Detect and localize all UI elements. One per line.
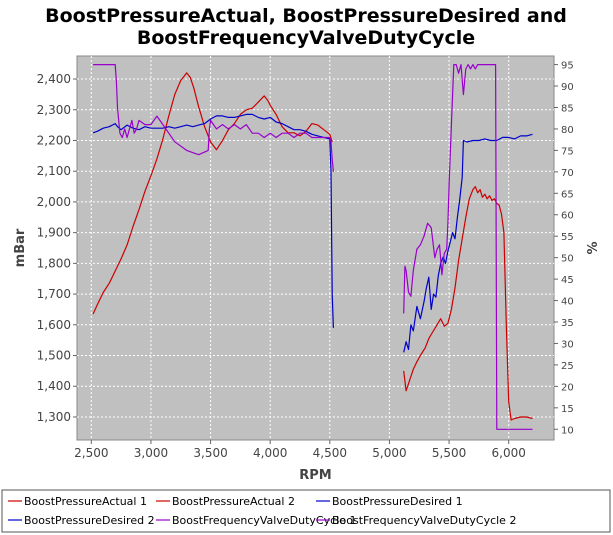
x-tick-label: 5,500 [432, 446, 466, 460]
y2-tick-label: 25 [561, 361, 574, 372]
y2-tick-label: 40 [561, 297, 574, 308]
x-tick-label: 2,500 [74, 446, 108, 460]
legend-items: BoostPressureActual 1 BoostPressureActual… [8, 495, 516, 527]
x-tick-label: 4,500 [313, 446, 347, 460]
legend-label: BoostFrequencyValveDutyCycle 2 [332, 514, 516, 527]
y-tick-label: 1,700 [37, 287, 71, 301]
y2-axis-label: % [586, 241, 601, 254]
plot-area [76, 55, 555, 441]
y-tick-label: 2,400 [37, 72, 71, 86]
y2-tick-label: 65 [561, 189, 574, 200]
y-tick-label: 1,300 [37, 410, 71, 424]
legend-label: BoostPressureActual 2 [172, 495, 295, 508]
chart-title-line-2: BoostFrequencyValveDutyCycle [137, 27, 475, 49]
series-line [92, 72, 333, 315]
y-tick-label: 2,000 [37, 195, 71, 209]
legend-label: BoostPressureDesired 2 [24, 514, 155, 527]
axes: 2,500 3,000 3,500 4,000 4,500 5,000 5,500 6,000… [37, 61, 574, 460]
x-tick-label: 5,000 [372, 446, 406, 460]
y-tick-label: 1,500 [37, 349, 71, 363]
series-lines [92, 63, 533, 430]
y2-tick-label: 10 [561, 425, 574, 436]
y2-tick-label: 20 [561, 382, 574, 393]
x-tick-label: 6,000 [492, 446, 526, 460]
y2-tick-label: 75 [561, 146, 574, 157]
y2-tick-label: 50 [561, 254, 574, 265]
x-axis-label: RPM [299, 468, 331, 483]
y-tick-label: 2,200 [37, 133, 71, 147]
x-tick-label: 3,500 [193, 446, 227, 460]
y-tick-label: 1,600 [37, 318, 71, 332]
x-tick-label: 3,000 [134, 446, 168, 460]
y2-tick-label: 45 [561, 275, 574, 286]
y-tick-label: 1,900 [37, 226, 71, 240]
y2-tick-label: 35 [561, 318, 574, 329]
legend-label: BoostPressureActual 1 [24, 495, 147, 508]
y2-tick-label: 70 [561, 168, 574, 179]
y2-tick-label: 85 [561, 103, 574, 114]
y2-tick-label: 30 [561, 339, 574, 350]
y-axis-label: mBar [13, 228, 28, 267]
y2-tick-label: 90 [561, 82, 574, 93]
y-tick-label: 1,800 [37, 256, 71, 270]
legend-label: BoostFrequencyValveDutyCycle 1 [172, 514, 356, 527]
series-line [403, 186, 533, 421]
y2-tick-label: 95 [561, 61, 574, 72]
legend [1, 489, 611, 533]
y-tick-label: 2,300 [37, 103, 71, 117]
y2-tick-label: 55 [561, 232, 574, 243]
series-line [403, 133, 533, 353]
y-tick-label: 1,400 [37, 379, 71, 393]
y2-tick-label: 15 [561, 404, 574, 415]
series-line [92, 113, 334, 328]
x-tick-label: 4,000 [253, 446, 287, 460]
series-line [403, 63, 533, 430]
y2-tick-label: 60 [561, 211, 574, 222]
y2-tick-label: 80 [561, 125, 574, 136]
legend-label: BoostPressureDesired 1 [332, 495, 463, 508]
chart-title-line-1: BoostPressureActual, BoostPressureDesire… [45, 5, 567, 27]
series-line [93, 63, 334, 172]
y-tick-label: 2,100 [37, 164, 71, 178]
